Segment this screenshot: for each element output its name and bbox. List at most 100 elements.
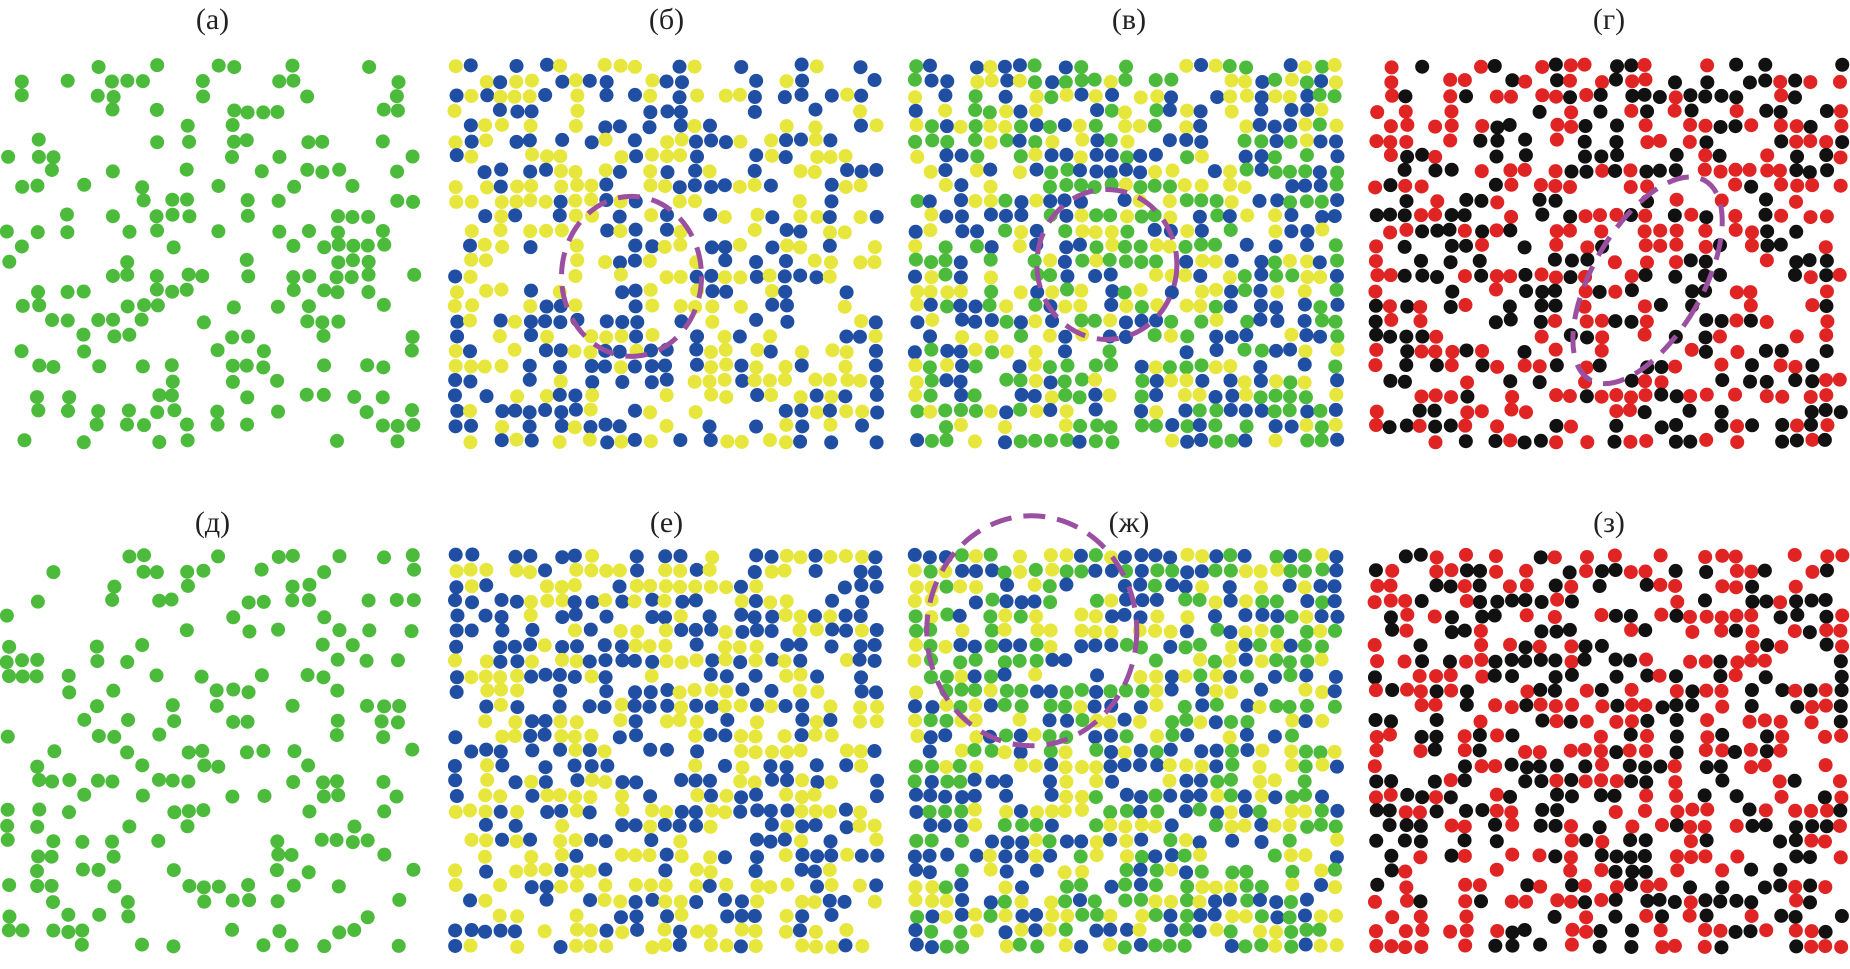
particle — [392, 699, 407, 714]
particle — [0, 729, 15, 744]
particle — [2, 669, 17, 684]
particle — [107, 879, 122, 894]
particle — [1368, 358, 1383, 373]
particle — [954, 193, 969, 208]
particle — [1819, 819, 1834, 834]
particle — [1639, 788, 1654, 803]
particle — [197, 758, 212, 773]
particle — [1210, 622, 1225, 637]
particle — [747, 163, 762, 178]
particle — [953, 270, 968, 285]
particle — [1459, 343, 1474, 358]
particle — [493, 744, 508, 759]
particle — [1297, 357, 1312, 372]
particle — [1608, 563, 1623, 578]
particle — [1224, 819, 1239, 834]
particle — [1177, 178, 1192, 193]
panel-label: (а) — [196, 3, 229, 36]
particle — [720, 712, 735, 727]
particle — [1684, 207, 1699, 222]
particle — [750, 878, 765, 893]
particle — [1133, 90, 1148, 105]
particle — [1105, 237, 1120, 252]
particle — [1368, 563, 1383, 578]
particle — [464, 134, 479, 149]
particle — [1075, 713, 1090, 728]
particle — [810, 684, 825, 699]
particle — [777, 90, 792, 105]
particle — [1624, 939, 1639, 954]
particle — [1549, 132, 1564, 147]
particle — [688, 134, 703, 149]
panel: (ж) — [907, 506, 1345, 955]
particle — [923, 564, 938, 579]
particle — [1638, 72, 1653, 87]
particle — [1760, 224, 1775, 239]
particle — [1713, 119, 1728, 134]
particle — [226, 610, 241, 625]
particle — [1624, 390, 1639, 405]
particle — [1607, 255, 1622, 270]
particle — [597, 892, 612, 907]
particle — [1700, 713, 1715, 728]
particle — [922, 804, 937, 819]
particle — [1833, 699, 1848, 714]
particle — [1518, 132, 1533, 147]
particle — [180, 433, 195, 448]
particle — [1088, 225, 1103, 240]
particle — [30, 178, 45, 193]
particle — [719, 357, 734, 372]
particle — [1252, 117, 1267, 132]
particle — [523, 240, 538, 255]
particle — [165, 698, 180, 713]
particle — [909, 862, 924, 877]
particle — [1165, 715, 1180, 730]
particle — [924, 73, 939, 88]
particle — [1743, 742, 1758, 757]
particle — [1533, 818, 1548, 833]
particle — [1819, 268, 1834, 283]
particle — [925, 894, 940, 909]
particle — [509, 834, 524, 849]
particle — [1428, 149, 1443, 164]
particle — [1578, 774, 1593, 789]
particle — [1042, 360, 1057, 375]
particle — [509, 594, 524, 609]
particle — [1715, 548, 1730, 563]
particle — [507, 89, 522, 104]
particle — [674, 132, 689, 147]
particle — [1534, 624, 1549, 639]
particle — [1413, 638, 1428, 653]
particle — [1743, 374, 1758, 389]
particle — [999, 405, 1014, 420]
particle — [2, 909, 17, 924]
particle — [1209, 312, 1224, 327]
particle — [1488, 654, 1503, 669]
particle — [1043, 253, 1058, 268]
particle — [645, 239, 660, 254]
particle — [659, 74, 674, 89]
particle — [1300, 88, 1315, 103]
particle — [1074, 208, 1089, 223]
particle — [464, 88, 479, 103]
particle — [1534, 594, 1549, 609]
particle — [524, 669, 539, 684]
particle — [1414, 729, 1429, 744]
particle — [1059, 774, 1074, 789]
particle — [702, 419, 717, 434]
particle — [1683, 834, 1698, 849]
particle — [1284, 208, 1299, 223]
particle — [764, 388, 779, 403]
particle — [272, 224, 287, 239]
particle — [120, 417, 135, 432]
particle — [1790, 178, 1805, 193]
particle — [1802, 895, 1817, 910]
particle — [908, 134, 923, 149]
particle — [524, 178, 539, 193]
particle — [1147, 222, 1162, 237]
particle — [1579, 87, 1594, 102]
particle — [869, 714, 884, 729]
particle — [494, 209, 509, 224]
particle — [1237, 342, 1252, 357]
particle — [1789, 820, 1804, 835]
